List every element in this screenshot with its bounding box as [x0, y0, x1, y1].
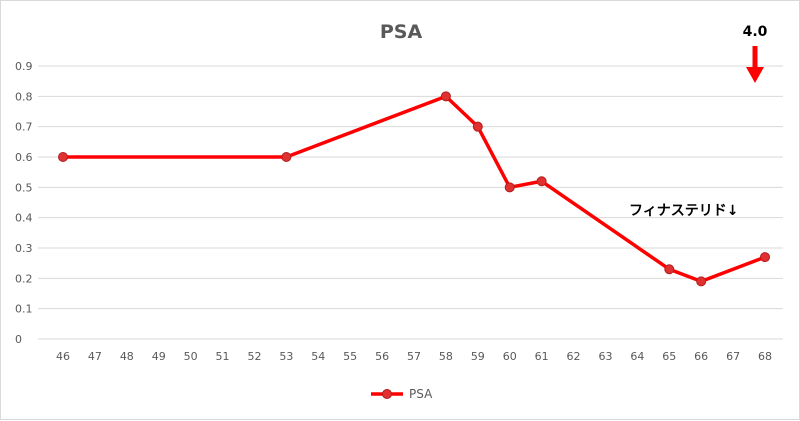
annotation-text: フィナステリド↓ [629, 203, 738, 219]
data-point [696, 276, 707, 287]
data-point [440, 91, 451, 102]
x-tick-label: 65 [662, 350, 676, 363]
data-point [472, 121, 483, 132]
series-psa [58, 91, 770, 287]
y-tick-label: 0.3 [15, 242, 33, 255]
x-tick-label: 55 [343, 350, 357, 363]
x-tick-label: 48 [120, 350, 134, 363]
x-tick-label: 64 [630, 350, 644, 363]
series-line [63, 94, 766, 284]
x-tick-label: 56 [375, 350, 389, 363]
y-tick-label: 0.8 [15, 90, 33, 103]
arrow-down-icon [752, 46, 758, 69]
x-tick-label: 52 [247, 350, 261, 363]
y-tick-label: 0.4 [15, 212, 33, 225]
chart-title: PSA [380, 21, 423, 43]
x-tick-label: 59 [471, 350, 485, 363]
data-point [664, 264, 675, 275]
data-point [504, 182, 515, 193]
data-point [58, 152, 68, 162]
x-tick-label: 62 [567, 350, 581, 363]
y-axis-tick-labels: 0 0.1 0.2 0.3 0.4 0.5 0.6 0.7 0.8 0.9 [15, 60, 33, 346]
x-tick-label: 57 [407, 350, 421, 363]
x-tick-label: 60 [503, 350, 517, 363]
annotation-value-label: 4.0 [743, 24, 768, 40]
x-axis-tick-labels: 46 47 48 49 50 51 52 53 54 55 56 57 58 59 60 61 62 63 64 65… [56, 350, 772, 363]
x-tick-label: 54 [311, 350, 325, 363]
annotations: 4.0 フィナステリド↓ [629, 24, 768, 219]
y-tick-label: 0.1 [15, 303, 33, 316]
data-point [760, 252, 770, 263]
legend-marker [382, 389, 392, 399]
x-tick-label: 63 [598, 350, 612, 363]
x-tick-label: 67 [726, 350, 740, 363]
x-tick-label: 46 [56, 350, 70, 363]
x-tick-label: 58 [439, 350, 453, 363]
x-tick-label: 53 [279, 350, 293, 363]
y-tick-label: 0.7 [15, 121, 33, 134]
y-tick-label: 0.5 [15, 181, 33, 194]
y-tick-label: 0.6 [15, 151, 33, 164]
x-tick-label: 61 [535, 350, 549, 363]
y-tick-label: 0.9 [15, 60, 33, 73]
x-tick-label: 66 [694, 350, 708, 363]
y-tick-label: 0 [15, 333, 22, 346]
data-point [281, 152, 292, 162]
data-point [536, 176, 547, 187]
x-tick-label: 51 [216, 350, 230, 363]
legend[interactable]: PSA [371, 387, 433, 401]
legend-label: PSA [409, 387, 433, 401]
y-tick-label: 0.2 [15, 272, 33, 285]
x-tick-label: 68 [758, 350, 772, 363]
x-tick-label: 50 [184, 350, 198, 363]
arrow-down-icon-head [746, 67, 764, 83]
x-tick-label: 49 [152, 350, 166, 363]
x-tick-label: 47 [88, 350, 102, 363]
